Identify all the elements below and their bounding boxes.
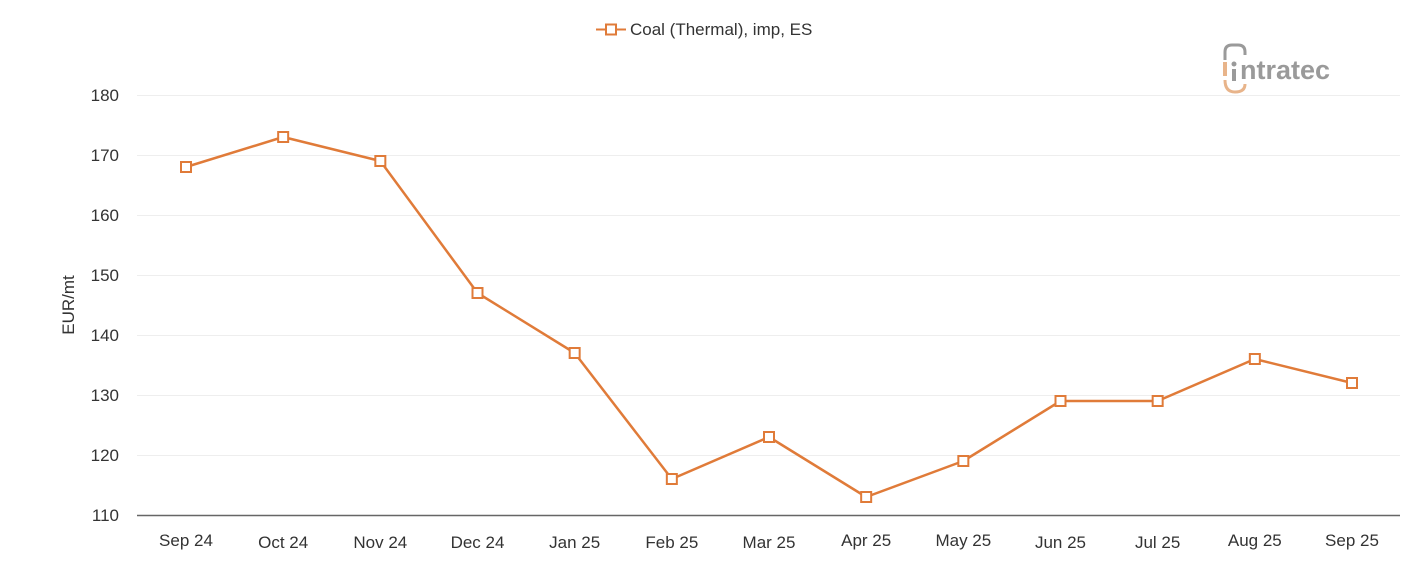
y-tick-label: 170 bbox=[91, 146, 119, 165]
x-tick-label: Jan 25 bbox=[549, 533, 600, 552]
x-tick-label: Mar 25 bbox=[743, 533, 796, 552]
data-point-marker[interactable]: Mar 25: 123 bbox=[763, 431, 775, 443]
data-point-marker[interactable]: Nov 24: 169 bbox=[374, 155, 387, 167]
data-point-marker[interactable]: Jan 25: 137 bbox=[568, 347, 581, 359]
y-tick-label: 160 bbox=[91, 206, 119, 225]
data-point-marker[interactable]: May 25: 119 bbox=[957, 455, 970, 467]
x-tick-label: Jul 25 bbox=[1135, 533, 1180, 552]
data-point-marker[interactable]: Sep 24: 168 bbox=[180, 161, 192, 173]
x-tick-label: Jun 25 bbox=[1035, 533, 1086, 552]
x-tick-label: Dec 24 bbox=[451, 533, 505, 552]
logo-arc-icon bbox=[1223, 43, 1247, 60]
series-markers: Sep 24: 168 Oct 24: 173 Nov 24: 169 Dec 24:… bbox=[180, 131, 1358, 503]
y-tick-label: 140 bbox=[91, 326, 119, 345]
x-tick-label: Feb 25 bbox=[645, 533, 698, 552]
data-point-marker[interactable]: Dec 24: 147 bbox=[471, 287, 484, 299]
legend-square-marker-icon bbox=[605, 23, 617, 36]
data-point-marker[interactable]: Aug 25: 136 bbox=[1248, 353, 1261, 365]
x-tick-label: Apr 25 bbox=[841, 531, 891, 550]
y-tick-label: 120 bbox=[91, 446, 119, 465]
logo-dot-icon bbox=[1231, 61, 1237, 67]
x-tick-label: Aug 25 bbox=[1228, 531, 1282, 550]
y-tick-label: 130 bbox=[91, 386, 119, 405]
y-tick-label: 110 bbox=[92, 506, 119, 525]
logo-bottom-arc-icon bbox=[1223, 79, 1247, 94]
x-axis-ticks: Sep 24 Oct 24 Nov 24 Dec 24 Jan 25 Feb 25 Mar … bbox=[159, 531, 1379, 552]
x-tick-label: Sep 25 bbox=[1325, 531, 1379, 550]
y-tick-label: 150 bbox=[91, 266, 119, 285]
data-point-marker[interactable]: Jul 25: 129 bbox=[1151, 395, 1164, 407]
gridlines bbox=[137, 95, 1400, 456]
logo-i-stem-icon bbox=[1223, 62, 1227, 76]
legend-label: Coal (Thermal), imp, ES bbox=[630, 20, 812, 39]
x-tick-label: Oct 24 bbox=[258, 533, 308, 552]
y-axis-ticks: 110 120 130 140 150 160 170 180 bbox=[91, 86, 119, 525]
logo-i-icon bbox=[1232, 69, 1236, 81]
data-point-marker[interactable]: Sep 25: 132 bbox=[1346, 377, 1358, 389]
data-point-marker[interactable]: Apr 25: 113 bbox=[860, 491, 873, 503]
data-point-marker[interactable]: Oct 24: 173 bbox=[277, 131, 290, 143]
legend[interactable]: Coal (Thermal), imp, ES bbox=[596, 20, 812, 39]
y-axis-title: EUR/mt bbox=[59, 275, 78, 335]
x-tick-label: Nov 24 bbox=[353, 533, 407, 552]
y-tick-label: 180 bbox=[91, 86, 119, 105]
data-point-marker[interactable]: Jun 25: 129 bbox=[1054, 395, 1067, 407]
logo-text: ntratec bbox=[1240, 55, 1330, 85]
x-tick-label: Sep 24 bbox=[159, 531, 213, 550]
data-point-marker[interactable]: Feb 25: 116 bbox=[665, 473, 678, 485]
x-tick-label: May 25 bbox=[935, 531, 991, 550]
intratec-logo: ntratec bbox=[1223, 43, 1330, 94]
